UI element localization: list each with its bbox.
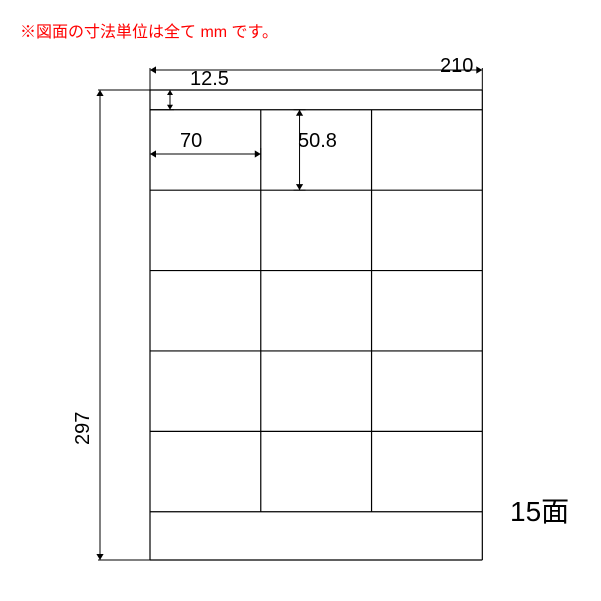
dim-cell-height: 50.8 — [298, 130, 337, 153]
dim-page-width: 210 — [440, 55, 473, 78]
dim-cell-width: 70 — [180, 130, 202, 153]
dim-page-height: 297 — [72, 412, 95, 445]
dim-top-margin: 12.5 — [190, 68, 229, 91]
face-count-label: 15面 — [510, 490, 569, 530]
